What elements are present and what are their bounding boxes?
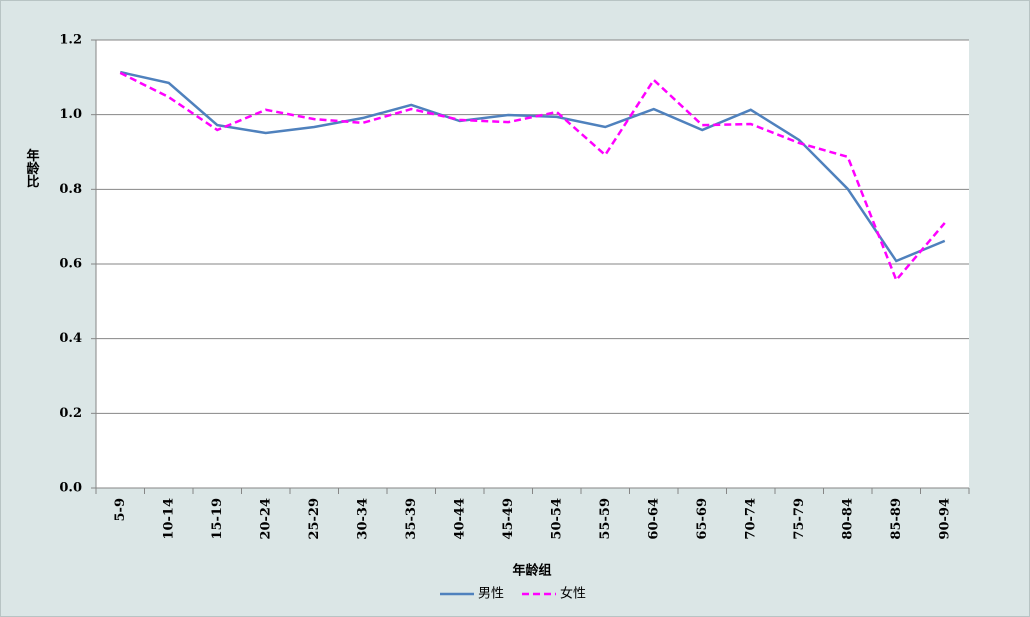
- x-tick-label: 20-24: [258, 498, 273, 540]
- x-tick-label: 55-59: [598, 498, 613, 540]
- x-tick-label: 25-29: [307, 498, 322, 540]
- x-tick-label: 35-39: [404, 498, 419, 540]
- x-tick-label: 40-44: [452, 498, 467, 540]
- x-tick-label: 60-64: [646, 498, 661, 540]
- y-axis-label: 年龄比: [24, 148, 40, 189]
- series-line: [119, 70, 946, 263]
- x-tick-label: 5-9: [113, 498, 128, 522]
- x-tick-label: 10-14: [161, 498, 176, 540]
- y-tick-label: 0.4: [59, 331, 82, 346]
- x-tick-label: 90-94: [937, 498, 952, 540]
- series-line: [119, 71, 946, 283]
- y-tick-label: 0.0: [59, 481, 82, 496]
- x-tick-label: 45-49: [501, 498, 516, 540]
- x-tick-label: 50-54: [549, 498, 564, 540]
- x-tick-label: 85-89: [889, 498, 904, 540]
- legend-label: 男性: [478, 587, 504, 602]
- y-tick-label: 1.0: [59, 107, 82, 122]
- x-axis-label: 年龄组: [512, 563, 551, 579]
- x-tick-label: 30-34: [355, 498, 370, 540]
- x-tick-label: 80-84: [840, 498, 855, 540]
- x-tick-label: 75-79: [792, 498, 807, 540]
- y-tick-label: 0.2: [59, 406, 82, 421]
- x-tick-label: 70-74: [743, 498, 758, 540]
- y-tick-label: 0.8: [59, 182, 82, 197]
- x-tick-label: 15-19: [210, 498, 225, 540]
- legend-label: 女性: [560, 586, 586, 602]
- y-tick-label: 0.6: [59, 257, 82, 272]
- y-tick-label: 1.2: [59, 33, 82, 48]
- x-tick-label: 65-69: [695, 498, 710, 540]
